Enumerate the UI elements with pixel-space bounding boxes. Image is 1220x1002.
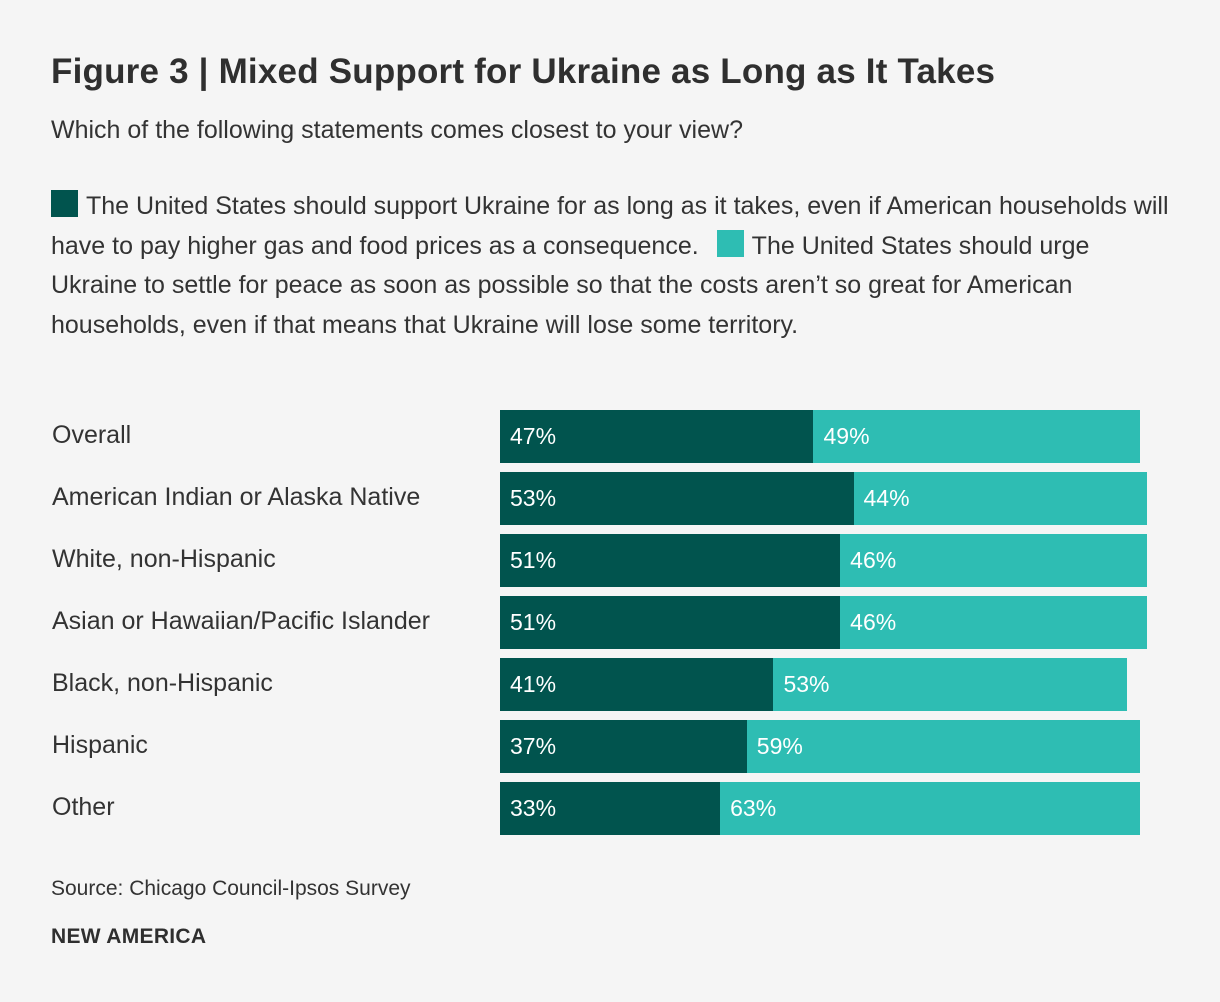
- data-label: 46%: [850, 547, 897, 573]
- bar-segment-support: 41%: [500, 658, 774, 711]
- data-label: 33%: [510, 795, 557, 821]
- data-label: 51%: [510, 609, 557, 635]
- data-label: 47%: [510, 423, 557, 449]
- bar-segment-support: 51%: [500, 534, 841, 587]
- bar-segment-settle: 44%: [853, 472, 1147, 525]
- bar-segment-support: 53%: [500, 472, 854, 525]
- bar-segment-settle: 59%: [746, 720, 1141, 773]
- data-label: 41%: [510, 671, 557, 697]
- bar-segment-support: 33%: [500, 782, 721, 835]
- data-label: 46%: [850, 609, 897, 635]
- bar-segment-settle: 49%: [813, 410, 1141, 463]
- data-label: 53%: [783, 671, 830, 697]
- source-note: Source: Chicago Council-Ipsos Survey: [51, 877, 411, 900]
- bar-segment-support: 47%: [500, 410, 814, 463]
- data-label: 53%: [510, 485, 557, 511]
- chart-legend: The United States should support Ukraine…: [51, 187, 1171, 345]
- bar-segment-settle: 46%: [840, 596, 1147, 649]
- bar-segment-settle: 46%: [840, 534, 1147, 587]
- bar-segment-settle: 53%: [773, 658, 1127, 711]
- legend-label-settle: The United States should urge Ukraine to…: [51, 231, 1090, 339]
- category-label: Black, non-Hispanic: [52, 668, 273, 697]
- category-label: Asian or Hawaiian/Pacific Islander: [52, 606, 430, 635]
- category-label: Other: [52, 792, 115, 821]
- brand-logo-text: NEW AMERICA: [51, 925, 207, 948]
- data-label: 37%: [510, 733, 557, 759]
- chart-title: Figure 3 | Mixed Support for Ukraine as …: [51, 52, 996, 91]
- category-label: American Indian or Alaska Native: [52, 482, 421, 511]
- data-label: 49%: [823, 423, 870, 449]
- legend-swatch-support: [51, 190, 78, 217]
- legend-swatch-settle: [716, 229, 744, 257]
- data-label: 59%: [756, 733, 803, 759]
- chart-subtitle: Which of the following statements comes …: [51, 116, 743, 144]
- data-label: 63%: [730, 795, 777, 821]
- bar-segment-settle: 63%: [720, 782, 1141, 835]
- bar-segment-support: 37%: [500, 720, 747, 773]
- category-label: Hispanic: [52, 730, 148, 759]
- data-label: 51%: [510, 547, 557, 573]
- legend-label-support: The United States should support Ukraine…: [51, 192, 1169, 260]
- category-label: White, non-Hispanic: [52, 544, 276, 573]
- category-label: Overall: [52, 420, 132, 449]
- bar-segment-support: 51%: [500, 596, 841, 649]
- data-label: 44%: [863, 485, 910, 511]
